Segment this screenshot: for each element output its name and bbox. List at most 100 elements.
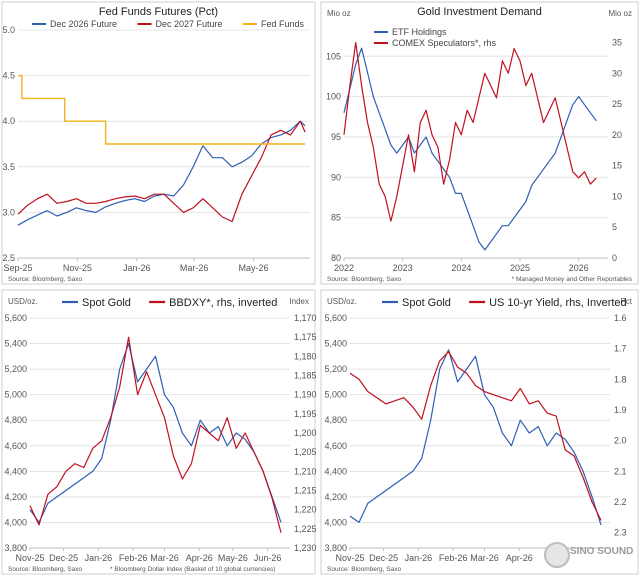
watermark-logo: SINO SOUND (544, 538, 634, 572)
x-tick-label: Dec-25 (369, 553, 398, 563)
y2-tick-label: 2.0 (614, 436, 627, 446)
y-tick-label: 100 (326, 92, 341, 102)
y-tick-label: 4,400 (4, 466, 27, 476)
y2-tick-label: 5 (612, 222, 617, 232)
y-tick-label: 4,800 (4, 415, 27, 425)
x-tick-label: Jun-26 (254, 553, 282, 563)
y-tick-label: 5,600 (4, 313, 27, 323)
y-tick-label: 4,600 (4, 441, 27, 451)
series-line-1 (349, 349, 602, 526)
y-tick-label: 5,000 (4, 390, 27, 400)
y-tick-label: 3,800 (4, 543, 27, 553)
chart-title: Gold Investment Demand (417, 6, 542, 18)
source-note: Source: Bloomberg, Saxo (8, 566, 82, 573)
y-tick-label: 5,400 (324, 339, 347, 349)
chart-title: Fed Funds Futures (Pct) (99, 6, 218, 18)
x-tick-label: Apr-26 (186, 553, 213, 563)
footnote: * Bloomberg Dollar Index (Basket of 10 g… (110, 566, 275, 573)
y2-tick-label: 1,225 (294, 524, 317, 534)
y2-tick-label: 1,215 (294, 486, 317, 496)
y-tick-label: 2.5 (2, 253, 15, 263)
watermark-globe-icon (544, 542, 570, 568)
y2-tick-label: 1.8 (614, 374, 627, 384)
y-tick-label: 4,600 (324, 441, 347, 451)
y2-tick-label: 1,205 (294, 447, 317, 457)
legend: Spot Gold US 10-yr Yield, rhs, Inverted (382, 297, 627, 309)
chart-frame (320, 1, 639, 285)
y-tick-label: 3.0 (2, 207, 15, 217)
y2-tick-label: 30 (612, 68, 622, 78)
y-tick-label: 5,200 (4, 364, 27, 374)
y-tick-label: 5.0 (2, 25, 15, 35)
x-tick-label: May-26 (218, 553, 248, 563)
y2-tick-label: 2.3 (614, 528, 627, 538)
series-line-2 (343, 41, 597, 222)
chart-frame (1, 289, 316, 575)
y2-tick-label: 10 (612, 191, 622, 201)
series-line-2 (29, 336, 282, 533)
y-tick-label: 5,200 (324, 364, 347, 374)
x-tick-label: Nov-25 (63, 263, 92, 273)
x-tick-label: Mar-26 (150, 553, 179, 563)
y-tick-label: 85 (331, 213, 341, 223)
y2-tick-label: 1,195 (294, 409, 317, 419)
y2-tick-label: 1,185 (294, 371, 317, 381)
x-tick-label: May-26 (239, 263, 269, 273)
y2-tick-label: 2.2 (614, 497, 627, 507)
y2-tick-label: 1,175 (294, 332, 317, 342)
y2-tick-label: 15 (612, 161, 622, 171)
right-unit-label: Mio oz (608, 9, 632, 18)
y2-tick-label: 1.7 (614, 344, 627, 354)
legend-entry: Dec 2026 Future (50, 19, 117, 29)
y-tick-label: 4,400 (324, 466, 347, 476)
chart-panel-4: 3,800 4,000 4,200 4,400 4,600 4,800 5,000 5,200… (320, 289, 639, 575)
right-unit-label: Pct (620, 297, 632, 306)
y2-tick-label: 1,220 (294, 505, 317, 515)
legend-entry: Spot Gold (82, 297, 131, 309)
chart-panel-1: 2.5 3.0 3.5 4.0 4.5 5.0 Sep-25 Nov-25 Jan-26 Mar-… (1, 1, 316, 285)
y-tick-label: 4,800 (324, 415, 347, 425)
y2-tick-label: 1.9 (614, 405, 627, 415)
y2-tick-label: 1.6 (614, 313, 627, 323)
legend: Dec 2026 Future Dec 2027 Future Fed Funds (32, 19, 305, 29)
y-tick-label: 80 (331, 253, 341, 263)
x-tick-label: 2025 (510, 263, 530, 273)
y-tick-label: 4,200 (4, 492, 27, 502)
y2-tick-label: 1,230 (294, 543, 317, 553)
y2-tick-label: 2.1 (614, 466, 627, 476)
x-tick-label: Nov-25 (335, 553, 364, 563)
source-note: Source: Bloomberg, Saxo (327, 566, 401, 573)
watermark-text: SINO SOUND (570, 546, 634, 557)
chart-frame (320, 289, 639, 575)
y-tick-label: 4,200 (324, 492, 347, 502)
x-tick-label: Feb-26 (439, 553, 468, 563)
y-tick-label: 5,600 (324, 313, 347, 323)
legend-entry: COMEX Speculators*, rhs (392, 38, 497, 48)
x-tick-label: 2026 (569, 263, 589, 273)
y-tick-label: 4,000 (4, 517, 27, 527)
source-note: Source: Bloomberg, Saxo (327, 276, 401, 283)
series-line-1 (343, 47, 597, 251)
legend-entry: Spot Gold (402, 297, 451, 309)
y2-tick-label: 1,180 (294, 351, 317, 361)
left-unit-label: USD/oz. (327, 297, 357, 306)
series-line-3 (18, 74, 306, 145)
y2-tick-label: 35 (612, 37, 622, 47)
x-tick-label: Feb-26 (119, 553, 148, 563)
series-line-2 (17, 120, 306, 223)
y-tick-label: 5,000 (324, 390, 347, 400)
x-tick-label: Jan-26 (123, 263, 151, 273)
y-tick-label: 95 (331, 132, 341, 142)
x-tick-label: Mar-26 (180, 263, 209, 273)
x-tick-label: 2023 (393, 263, 413, 273)
y2-tick-label: 20 (612, 130, 622, 140)
footnote: * Managed Money and Other Reportables (512, 276, 633, 283)
x-tick-label: 2024 (451, 263, 471, 273)
y2-tick-label: 0 (612, 253, 617, 263)
series-line-1 (29, 343, 282, 523)
x-tick-label: Dec-25 (49, 553, 78, 563)
